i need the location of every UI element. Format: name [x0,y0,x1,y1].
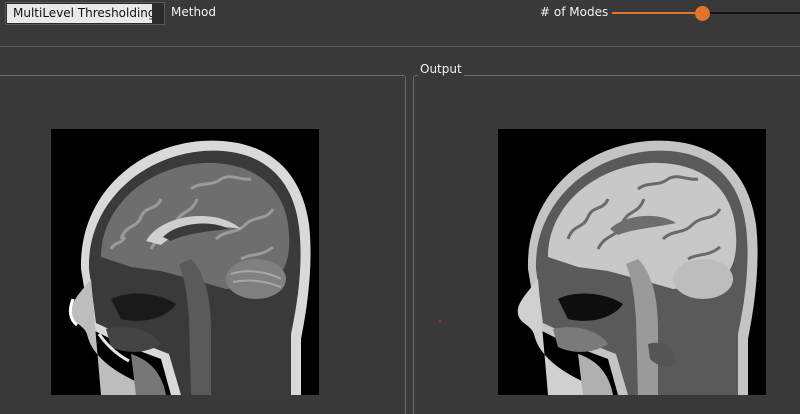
toolbar-divider [0,46,800,47]
input-panel [0,75,406,414]
output-image [498,129,766,395]
cursor-dot [439,320,441,322]
method-dropdown-value: MultiLevel Thresholding [7,4,152,23]
output-panel [413,75,800,414]
modes-slider-handle[interactable] [695,6,710,21]
output-panel-title: Output [418,62,464,76]
modes-slider[interactable] [612,6,800,22]
output-mri-graphic [498,129,766,395]
method-label: Method [171,5,217,19]
method-dropdown[interactable]: MultiLevel Thresholding [5,2,165,25]
input-mri-graphic [51,129,319,395]
toolbar: MultiLevel Thresholding Method # of Mode… [0,0,800,46]
modes-slider-fill [612,12,702,14]
modes-label: # of Modes [540,5,609,19]
input-image [51,129,319,395]
